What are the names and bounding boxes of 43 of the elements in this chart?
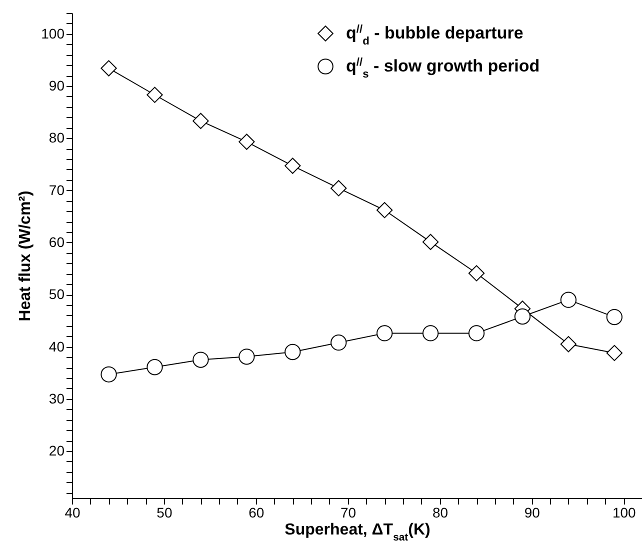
point xyxy=(606,308,622,326)
y-tick-label: 90 xyxy=(48,78,65,94)
y-tick-label: 30 xyxy=(48,390,65,406)
point xyxy=(100,60,117,76)
point xyxy=(146,86,163,103)
point xyxy=(514,308,531,325)
legend-label: q$^{//}$$_{d}$ - bubble departure xyxy=(346,24,524,48)
point xyxy=(100,366,117,382)
point xyxy=(284,158,301,174)
point xyxy=(422,325,439,342)
x-tick-label: 100 xyxy=(612,504,636,520)
y-tick-label: 100 xyxy=(41,25,65,42)
y-tick-label: 70 xyxy=(48,182,65,198)
point xyxy=(468,265,485,282)
point xyxy=(192,352,209,368)
point xyxy=(330,180,347,196)
point xyxy=(560,336,577,352)
x-tick-label: 80 xyxy=(432,504,448,520)
y-tick-label: 20 xyxy=(48,442,65,459)
point xyxy=(422,234,439,250)
legend-label: q$^{//}$$_{s}$ - slow growth period xyxy=(346,56,540,80)
y-axis-title: Heat flux (W/cm²) xyxy=(17,190,34,322)
point xyxy=(284,344,301,360)
point xyxy=(376,202,393,218)
x-tick-label: 90 xyxy=(524,504,540,520)
point xyxy=(376,325,393,342)
point xyxy=(146,359,163,376)
x-tick-label: 50 xyxy=(156,504,172,520)
y-tick-label: 40 xyxy=(48,338,65,354)
point xyxy=(330,334,347,351)
x-tick-label: 70 xyxy=(340,504,356,520)
point xyxy=(606,344,622,362)
point xyxy=(560,292,577,308)
y-tick-label: 80 xyxy=(48,130,65,146)
y-tick-label: 50 xyxy=(48,286,65,302)
x-axis-title: Superheat, ΔT$_{sat}$(K) xyxy=(284,522,430,543)
x-tick-label: 40 xyxy=(64,504,80,520)
point xyxy=(468,325,485,342)
y-tick-label: 60 xyxy=(48,234,65,250)
point xyxy=(192,112,209,130)
x-tick-label: 60 xyxy=(248,504,264,520)
point xyxy=(238,134,255,150)
point xyxy=(238,348,255,365)
